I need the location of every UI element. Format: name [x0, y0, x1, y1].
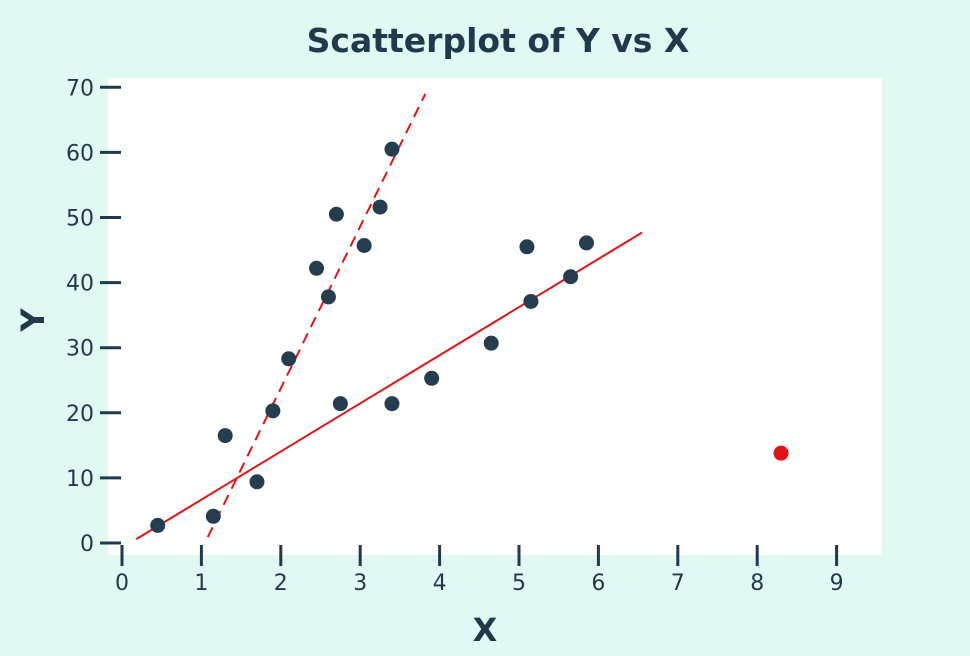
data-point-3: [249, 474, 265, 490]
x-tick-label-1: 1: [194, 571, 208, 596]
y-axis: 0 10 20 30 40 50 60 70: [66, 76, 121, 557]
x-tick-label-9: 9: [830, 571, 844, 596]
x-tick-label-5: 5: [512, 571, 526, 596]
data-point-15: [483, 335, 499, 351]
outlier-point: [773, 445, 789, 461]
dashed-fit-line: [206, 93, 427, 538]
data-point-12: [384, 141, 400, 157]
y-tick-label-10: 10: [66, 467, 94, 492]
y-tick-label-50: 50: [66, 207, 94, 232]
fit-lines: [135, 93, 643, 540]
data-point-16: [519, 239, 535, 255]
data-point-11: [372, 199, 388, 215]
data-point-0: [150, 517, 166, 533]
y-tick-label-60: 60: [66, 141, 94, 166]
x-tick-label-3: 3: [353, 571, 367, 596]
y-axis-label: Y: [14, 308, 52, 333]
data-point-4: [265, 403, 281, 419]
data-point-8: [328, 206, 344, 222]
data-point-13: [384, 396, 400, 412]
x-tick-label-4: 4: [433, 571, 447, 596]
y-tick-label-20: 20: [66, 402, 94, 427]
x-tick-label-2: 2: [274, 571, 288, 596]
data-point-18: [563, 269, 579, 285]
y-tick-label-40: 40: [66, 272, 94, 297]
x-tick-label-6: 6: [591, 571, 605, 596]
y-tick-label-0: 0: [80, 532, 94, 557]
data-point-19: [578, 235, 594, 251]
data-point-2: [217, 428, 233, 444]
data-point-10: [356, 237, 372, 253]
x-tick-label-7: 7: [671, 571, 685, 596]
solid-fit-line: [135, 231, 643, 540]
x-axis-label: X: [473, 611, 498, 649]
plot-area: [108, 78, 882, 555]
x-axis: 0 1 2 3 4 5 6 7 8 9: [115, 545, 844, 596]
data-point-14: [424, 370, 440, 386]
data-point-1: [205, 508, 221, 524]
y-tick-label-30: 30: [66, 337, 94, 362]
chart-title: Scatterplot of Y vs X: [307, 21, 690, 60]
data-points: [150, 141, 789, 533]
data-point-7: [320, 289, 336, 305]
x-tick-label-8: 8: [750, 571, 764, 596]
data-point-9: [332, 396, 348, 412]
data-point-6: [309, 260, 325, 276]
data-point-17: [523, 293, 539, 309]
data-point-5: [281, 351, 297, 367]
y-tick-label-70: 70: [66, 76, 94, 101]
x-tick-label-0: 0: [115, 571, 129, 596]
